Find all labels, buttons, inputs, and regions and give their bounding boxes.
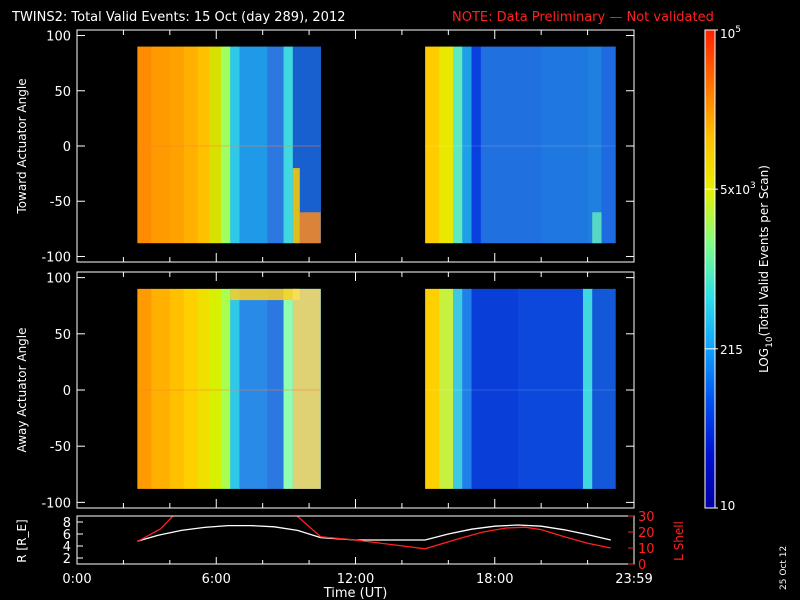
orbit-y2-tick-label: 0 [638,558,646,573]
away-heatmap-column [439,288,454,489]
orbit-y-tick-label: 4 [63,540,71,555]
x-tick-label: 6:00 [202,572,231,587]
colorbar-tick-exponent: 3 [750,181,756,191]
toward-heatmap-column [220,46,231,244]
orbit-y-tick-label: 6 [63,528,71,543]
toward-heatmap-column [169,46,185,244]
away-heatmap-column [471,288,519,489]
toward-heatmap-column [183,46,198,244]
toward-heatmap-panel: 100 50 0 -50 -100 Toward Actuator Angle [15,29,635,265]
toward-heatmap-column [541,46,588,244]
away-heatmap-column [592,288,616,489]
toward-heatmap-feature [592,212,602,244]
toward-heatmap-feature [299,212,321,244]
toward-heatmap-feature [292,168,300,244]
away-heatmap-column [151,288,171,489]
toward-heatmap-column [471,46,482,244]
colorbar: 10 215 5x103 105 LOG10(Total Valid Events pe… [704,25,775,513]
orbit-y2-tick-label: 30 [638,510,655,525]
toward-heatmap-column [230,46,240,244]
x-tick-label: 23:59 [615,572,652,587]
colorbar-tick-exponent: 5 [735,25,741,35]
away-heatmap-column [183,288,198,489]
colorbar-tick-label: 10 [720,499,735,513]
away-heatmap-feature [292,288,321,489]
away-y-axis-label: Away Actuator Angle [15,327,29,452]
colorbar-label: LOG10(Total Valid Events per Scan) [757,165,775,373]
toward-y-tick-label: -100 [41,250,71,265]
away-heatmap-column [582,288,593,489]
colorbar-tick-label: 215 [720,343,743,357]
away-heatmap-column [517,288,584,489]
away-heatmap-column [137,288,152,489]
toward-y-tick-label: 100 [46,30,71,45]
toward-heatmap-column [151,46,171,244]
x-tick-label: 12:00 [337,572,374,587]
away-heatmap-column [283,288,294,489]
colorbar-tick-label: 5x103 [720,181,756,197]
toward-heatmap-column [209,46,222,244]
away-heatmap-column [209,288,222,489]
away-heatmap-panel: 100 50 0 -50 -100 Away Actuator Angle [15,271,635,511]
away-heatmap-column [239,288,268,489]
away-heatmap-column [169,288,185,489]
toward-heatmap-column [197,46,210,244]
r-series-line [137,524,611,542]
toward-heatmap-column [283,46,294,244]
x-tick-label: 0:00 [62,572,91,587]
toward-heatmap-column [452,46,463,244]
x-tick-label: 18:00 [476,572,513,587]
away-y-tick-label: -100 [41,496,71,511]
orbit-y2-tick-label: 20 [638,526,655,541]
r-axis-label: R [R_E] [15,519,29,562]
away-y-tick-label: 50 [54,328,71,343]
lshell-series-line [136,516,611,550]
away-heatmap-feature [230,288,300,301]
toward-y-tick-label: -50 [50,195,71,210]
lshell-axis-label: L Shell [672,521,686,561]
toward-y-tick-label: 50 [54,85,71,100]
toward-heatmap-column [601,46,616,244]
away-heatmap-column [230,288,240,489]
colorbar-tick-label: 105 [720,25,741,41]
date-stamp: 25 Oct 12 [779,546,789,590]
away-y-tick-label: -50 [50,440,71,455]
toward-heatmap-column [439,46,454,244]
away-heatmap-column [197,288,210,489]
toward-heatmap-column [267,46,284,244]
toward-heatmap-column [587,46,602,244]
toward-y-axis-label: Toward Actuator Angle [15,78,29,214]
away-heatmap-column [462,288,472,489]
orbit-y2-tick-label: 10 [638,542,655,557]
toward-heatmap-column [462,46,472,244]
away-y-tick-label: 0 [63,384,71,399]
toward-heatmap-column [425,46,440,244]
toward-y-tick-label: 0 [63,140,71,155]
toward-heatmap-column [137,46,152,244]
preliminary-note: NOTE: Data Preliminary — Not validated [452,10,714,25]
colorbar-gradient [704,29,716,509]
away-heatmap-column [452,288,463,489]
away-heatmap-column [220,288,231,489]
plot-title: TWINS2: Total Valid Events: 15 Oct (day … [11,10,346,25]
away-heatmap-column [425,288,440,489]
x-axis-label: Time (UT) [323,586,388,600]
toward-heatmap-column [480,46,542,244]
away-heatmap-column [267,288,284,489]
orbit-y-tick-label: 8 [63,516,71,531]
toward-heatmap-column [239,46,268,244]
orbit-y-tick-label: 2 [63,552,71,567]
away-y-tick-label: 100 [46,272,71,287]
